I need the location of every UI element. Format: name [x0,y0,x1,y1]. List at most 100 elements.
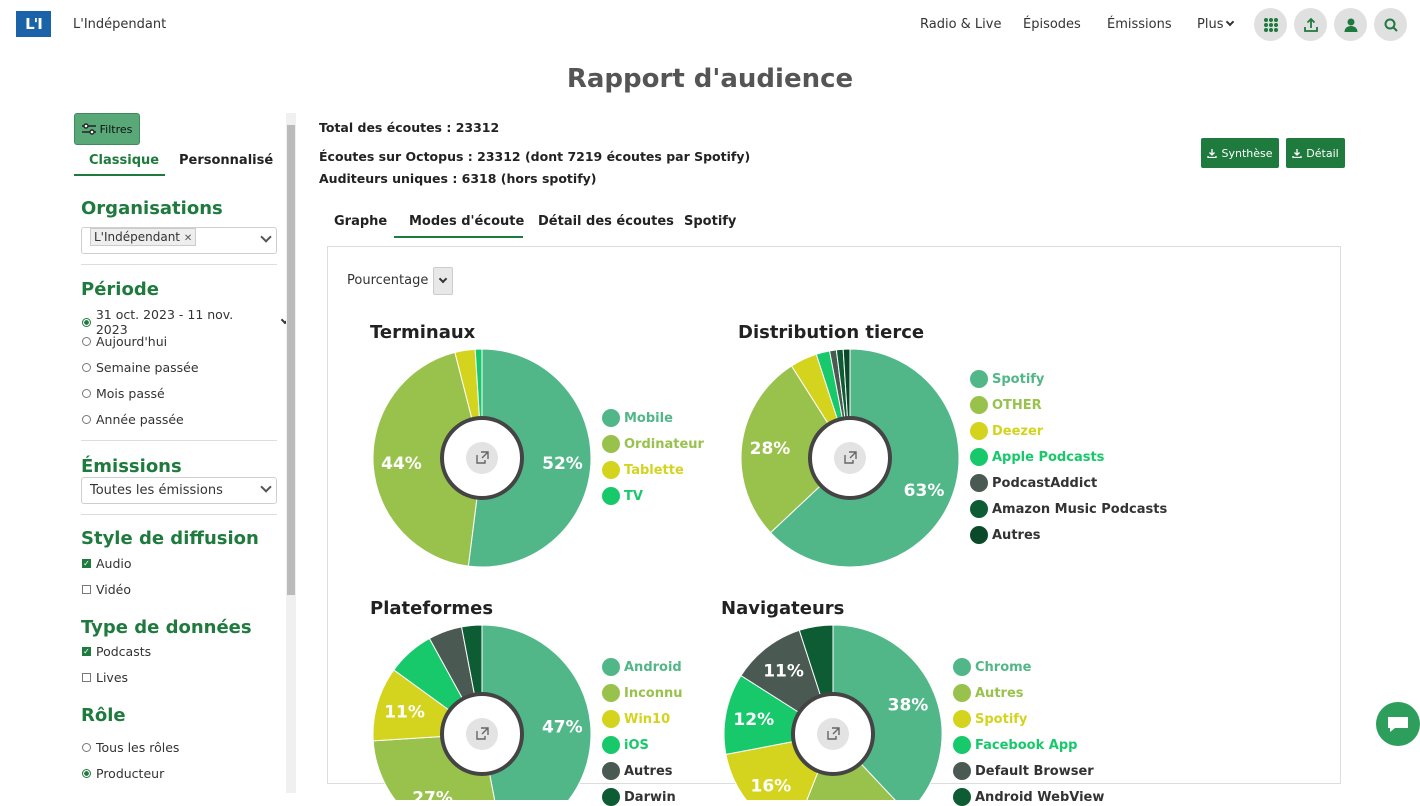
nav-episodes[interactable]: Épisodes [1023,17,1081,32]
tab-detail-ecoutes[interactable]: Détail des écoutes [538,214,674,229]
checkbox[interactable] [82,585,91,594]
site-logo[interactable]: L'I [16,11,51,37]
legend-swatch [602,435,620,453]
legend-item[interactable]: Autres [970,526,1041,544]
type-option-label: Lives [96,670,129,685]
nav-emissions[interactable]: Émissions [1107,17,1172,32]
style-option-audio[interactable]: ✓ Audio [82,556,132,571]
organisations-select[interactable]: L'Indépendant ✕ [81,227,277,254]
legend-swatch [970,422,988,440]
tab-graphe[interactable]: Graphe [334,214,388,229]
legend-item[interactable]: TV [602,487,643,505]
period-option-label: Semaine passée [96,360,199,375]
legend-item[interactable]: iOS [602,736,649,754]
radio-selected[interactable] [82,317,91,327]
role-option-producteur[interactable]: Producteur [82,766,164,781]
legend-label: TV [624,488,643,504]
display-mode-label: Pourcentage [347,273,429,288]
checkbox-checked[interactable]: ✓ [82,559,91,568]
style-option-video[interactable]: Vidéo [82,582,131,597]
legend-item[interactable]: Mobile [602,409,673,427]
external-link-icon [476,451,489,464]
chat-bubble-icon [1388,717,1408,732]
legend-item[interactable]: Spotify [970,370,1044,388]
period-option-year[interactable]: Année passée [82,412,184,427]
legend-item[interactable]: OTHER [970,396,1042,414]
legend-swatch [602,736,620,754]
checkbox-checked[interactable]: ✓ [82,647,91,656]
legend-swatch [602,788,620,806]
legend-item[interactable]: Deezer [970,422,1043,440]
emissions-select[interactable]: Toutes les émissions [81,477,277,504]
legend-item[interactable]: Win10 [602,710,670,728]
legend-label: Amazon Music Podcasts [992,501,1168,517]
checkbox[interactable] [82,673,91,682]
type-option-lives[interactable]: Lives [82,670,128,685]
legend-item[interactable]: Apple Podcasts [970,448,1104,466]
sidebar-scrollbar-thumb[interactable] [287,125,295,595]
detail-download-button[interactable]: Détail [1286,138,1345,168]
legend-item[interactable]: Chrome [953,658,1032,676]
filters-button[interactable]: Filtres [74,113,140,145]
legend-item[interactable]: Autres [953,684,1024,702]
radio[interactable] [82,337,91,346]
legend-item[interactable]: Autres [602,762,673,780]
user-icon[interactable] [1334,8,1367,41]
legend-item[interactable]: Amazon Music Podcasts [970,500,1167,518]
legend-item[interactable]: Android [602,658,682,676]
period-option-week[interactable]: Semaine passée [82,360,199,375]
radio[interactable] [82,743,91,752]
filters-label: Filtres [99,122,133,136]
legend-item[interactable]: Inconnu [602,684,683,702]
type-option-podcasts[interactable]: ✓ Podcasts [82,644,151,659]
radio[interactable] [82,389,91,398]
nav-radio-live[interactable]: Radio & Live [920,17,1002,32]
pie-slice[interactable] [467,348,592,568]
upload-icon[interactable] [1294,8,1327,41]
pie-chart: 38% 16% 12% 11% [723,624,943,800]
legend-item[interactable]: Facebook App [953,736,1077,754]
pie-chart: 63% 28% [740,348,960,568]
role-option-all[interactable]: Tous les rôles [82,740,179,755]
legend-item[interactable]: PodcastAddict [970,474,1097,492]
legend-item[interactable]: Ordinateur [602,435,704,453]
radio[interactable] [82,415,91,424]
tab-modes-ecoute[interactable]: Modes d'écoute [409,214,525,229]
period-option-range[interactable]: 31 oct. 2023 - 11 nov. 2023 [82,307,290,337]
tab-personnalise[interactable]: Personnalisé [179,153,274,168]
legend-item[interactable]: Tablette [602,461,684,479]
remove-tag-icon[interactable]: ✕ [183,233,193,244]
synthese-download-button[interactable]: Synthèse [1201,138,1279,168]
legend-item[interactable]: Spotify [953,710,1027,728]
download-icon [1292,149,1302,158]
chart-title: Terminaux [370,322,476,343]
legend-swatch [953,710,971,728]
chat-button[interactable] [1376,702,1420,746]
site-name[interactable]: L'Indépendant [73,17,167,32]
radio[interactable] [82,363,91,372]
legend-swatch [953,788,971,806]
nav-plus-label: Plus [1197,17,1224,32]
section-title-type: Type de données [81,617,252,638]
apps-grid-icon[interactable] [1254,8,1287,41]
search-icon[interactable] [1374,8,1407,41]
radio-selected[interactable] [82,769,91,778]
octopus-listens: Écoutes sur Octopus : 23312 (dont 7219 é… [319,149,751,164]
pie-slice[interactable] [372,351,483,567]
period-option-month[interactable]: Mois passé [82,386,165,401]
period-option-today[interactable]: Aujourd'hui [82,334,167,349]
slice-label: 63% [904,481,945,501]
type-option-label: Podcasts [96,644,152,659]
legend-label: Ordinateur [624,436,704,452]
legend-swatch [970,500,988,518]
legend-item[interactable]: Darwin [602,788,676,806]
display-mode-dropdown[interactable] [433,267,453,295]
legend-swatch [970,526,988,544]
tab-classique[interactable]: Classique [89,153,160,168]
legend-item[interactable]: Default Browser [953,762,1094,780]
legend-item[interactable]: Android WebView [953,788,1104,806]
pie-chart: 52% 44% [372,348,592,568]
nav-plus[interactable]: Plus [1197,17,1235,32]
pie-slice[interactable] [740,365,851,534]
tab-spotify[interactable]: Spotify [684,214,737,229]
